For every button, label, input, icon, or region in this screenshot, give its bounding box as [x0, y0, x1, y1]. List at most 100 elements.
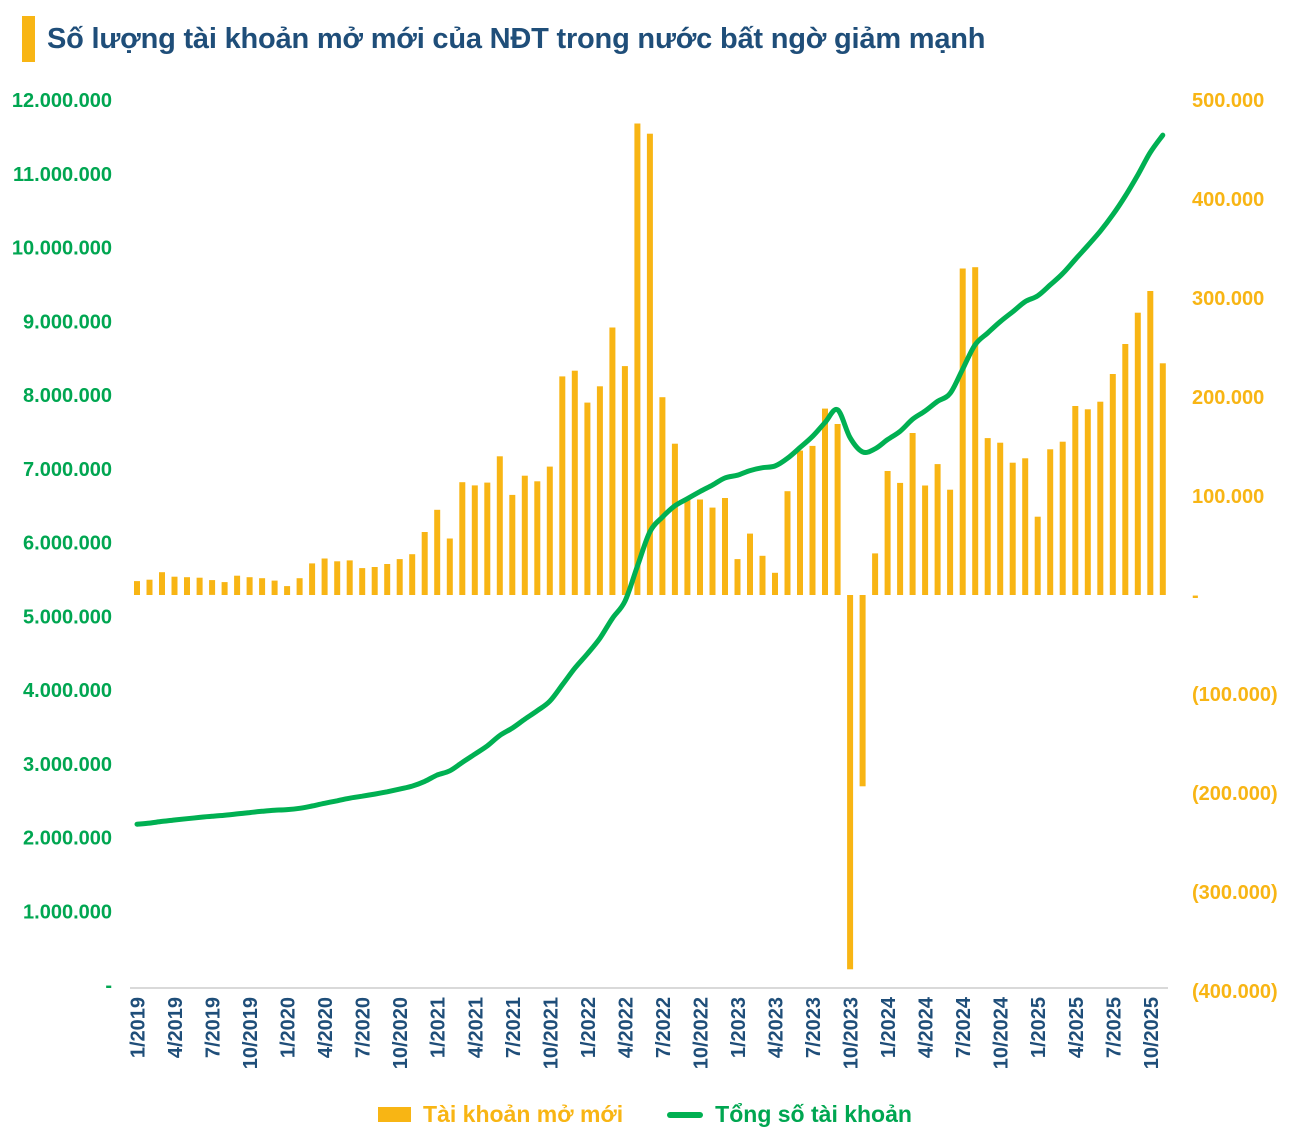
combo-chart: 12.000.000 11.000.000 10.000.000 9.000.000 8… [12, 90, 1278, 1069]
bar-2/2024 [897, 482, 904, 595]
right-axis-tick: (200.000) [1192, 783, 1278, 805]
bar-5/2024 [934, 464, 941, 595]
bar-1/2020 [284, 586, 291, 595]
bar-12/2021 [571, 370, 578, 595]
bar-12/2024 [1022, 458, 1029, 595]
bar-12/2023 [872, 553, 879, 595]
x-axis-tick: 4/2019 [165, 997, 187, 1058]
bar-9/2021 [534, 481, 541, 595]
bar-11/2023 [859, 595, 866, 787]
left-axis-tick: 10.000.000 [12, 238, 112, 260]
bar-8/2021 [521, 475, 528, 595]
left-axis-tick: 5.000.000 [23, 606, 112, 628]
bar-10/2023 [847, 595, 854, 970]
right-axis-tick: 400.000 [1192, 189, 1264, 211]
bar-12/2020 [421, 532, 428, 595]
bar-5/2020 [334, 561, 341, 595]
bar-9/2020 [384, 564, 391, 595]
right-axis-tick: 100.000 [1192, 486, 1264, 508]
left-axis-tick: 4.000.000 [23, 680, 112, 702]
x-axis-tick: 4/2021 [465, 997, 487, 1058]
bar-1/2024 [884, 471, 891, 595]
x-axis-tick: 4/2024 [916, 996, 938, 1058]
legend-label-total-accounts: Tổng số tài khoản [715, 1101, 912, 1127]
bar-12/2022 [722, 498, 728, 595]
x-axis-tick: 10/2024 [991, 996, 1013, 1069]
bar-4/2024 [922, 485, 929, 595]
x-axis-tick: 10/2023 [841, 997, 863, 1069]
x-axis-tick: 10/2022 [691, 997, 713, 1069]
right-axis-tick: (300.000) [1192, 882, 1278, 904]
bar-7/2024 [959, 268, 966, 595]
bar-4/2022 [621, 366, 628, 595]
bar-1/2023 [734, 559, 741, 595]
bar-8/2023 [822, 408, 828, 595]
bar-8/2019 [221, 582, 228, 595]
left-axis-tick: 9.000.000 [23, 311, 112, 333]
bar-3/2023 [759, 555, 766, 595]
legend-item-new-accounts: Tài khoản mở mới [378, 1101, 623, 1128]
x-axis-tick: 1/2024 [878, 996, 900, 1058]
left-axis-tick: 2.000.000 [23, 828, 112, 850]
bar-9/2019 [234, 575, 241, 595]
left-axis-tick: 3.000.000 [23, 754, 112, 776]
bars-series-new-accounts [134, 123, 1166, 970]
total-accounts-line [134, 132, 1166, 827]
bar-3/2019 [159, 572, 165, 595]
bar-5/2025 [1084, 409, 1091, 595]
bar-1/2019 [134, 581, 140, 595]
x-axis-tick: 4/2020 [315, 997, 337, 1058]
left-axis-tick: 12.000.000 [12, 90, 112, 112]
bar-9/2024 [984, 438, 991, 595]
bar-11/2022 [709, 507, 716, 595]
bar-10/2024 [997, 442, 1004, 595]
right-axis-tick: (100.000) [1192, 684, 1278, 706]
bar-1/2021 [434, 509, 441, 595]
bar-7/2022 [659, 397, 666, 595]
bar-10/2025 [1147, 291, 1154, 595]
chart-title: Số lượng tài khoản mở mới của NĐT trong … [47, 22, 986, 55]
x-axis-tick: 10/2025 [1141, 997, 1163, 1069]
bar-8/2025 [1122, 344, 1129, 595]
right-axis-tick: 500.000 [1192, 90, 1264, 112]
x-axis-tick: 7/2023 [803, 997, 825, 1058]
x-axis-tick: 4/2025 [1066, 997, 1088, 1058]
bar-3/2025 [1059, 441, 1066, 595]
bar-6/2024 [947, 489, 954, 595]
bar-4/2021 [471, 485, 478, 595]
legend-label-new-accounts: Tài khoản mở mới [423, 1101, 624, 1127]
bar-11/2019 [259, 578, 266, 595]
bar-5/2019 [184, 577, 190, 595]
bar-3/2024 [909, 433, 916, 595]
bar-11/2021 [559, 376, 566, 595]
bar-12/2019 [271, 580, 278, 595]
bar-5/2022 [634, 123, 641, 595]
bar-8/2020 [371, 567, 378, 595]
bar-3/2021 [459, 482, 466, 595]
x-axis-tick: 1/2022 [578, 997, 600, 1058]
right-axis-tick: 200.000 [1192, 387, 1264, 409]
x-axis-labels: 1/2019 4/2019 7/2019 10/2019 1/2020 4/2020 7/2… [128, 996, 1163, 1069]
right-axis-tick: - [1192, 585, 1199, 607]
x-axis-tick: 1/2020 [278, 997, 300, 1058]
bar-5/2021 [484, 482, 491, 595]
bar-7/2025 [1109, 374, 1116, 595]
bar-6/2019 [196, 577, 203, 595]
bar-11/2024 [1009, 462, 1016, 595]
x-axis-tick: 1/2023 [728, 997, 750, 1058]
bar-10/2019 [246, 577, 253, 595]
x-axis-tick: 10/2019 [240, 997, 262, 1069]
bar-4/2023 [772, 572, 778, 595]
x-axis-tick: 4/2022 [615, 997, 637, 1058]
bar-11/2020 [409, 554, 416, 595]
x-axis-tick: 1/2019 [128, 997, 150, 1058]
bar-7/2019 [209, 580, 216, 595]
x-axis-tick: 7/2020 [353, 997, 375, 1058]
bar-4/2025 [1072, 406, 1079, 595]
bar-swatch [378, 1107, 412, 1122]
bar-2/2022 [596, 386, 603, 595]
bar-3/2022 [609, 327, 616, 595]
bar-2/2025 [1047, 449, 1054, 595]
left-axis-tick: 7.000.000 [23, 459, 112, 481]
x-axis-tick: 1/2021 [428, 997, 450, 1058]
